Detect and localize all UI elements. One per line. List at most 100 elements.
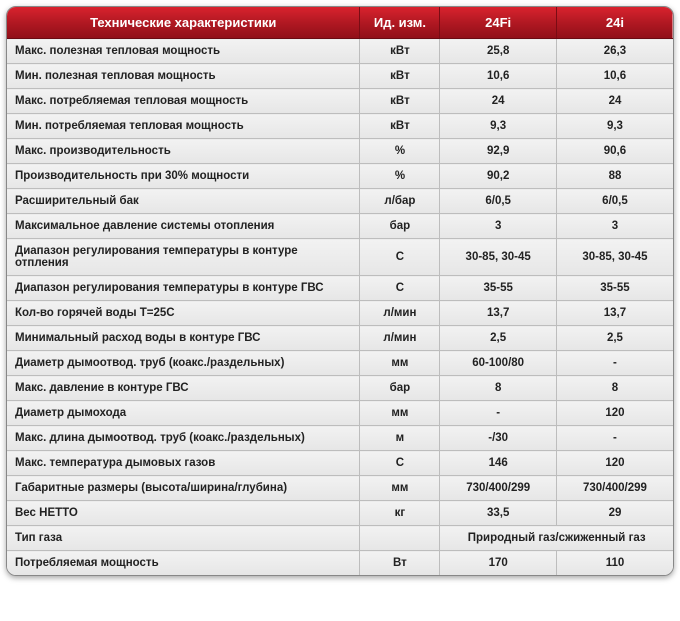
cell-param: Макс. производительность: [7, 139, 360, 164]
cell-value-1: 33,5: [440, 501, 557, 526]
cell-param: Производительность при 30% мощности: [7, 164, 360, 189]
cell-value-2: 6/0,5: [556, 189, 673, 214]
cell-unit: кг: [360, 501, 440, 526]
cell-param: Вес НЕТТО: [7, 501, 360, 526]
cell-value-2: -: [556, 426, 673, 451]
table-row: Диаметр дымоходамм-120: [7, 401, 673, 426]
cell-value-1: 30-85, 30-45: [440, 239, 557, 276]
cell-unit: м: [360, 426, 440, 451]
cell-value-2: 110: [556, 551, 673, 576]
table-row: Макс. потребляемая тепловая мощностькВт2…: [7, 89, 673, 114]
cell-value-2: 90,6: [556, 139, 673, 164]
cell-value-1: 6/0,5: [440, 189, 557, 214]
cell-value-1: 9,3: [440, 114, 557, 139]
cell-value-2: 3: [556, 214, 673, 239]
table-row: Максимальное давление системы отопленияб…: [7, 214, 673, 239]
cell-param: Диапазон регулирования температуры в кон…: [7, 239, 360, 276]
cell-value-1: 90,2: [440, 164, 557, 189]
cell-param: Расширительный бак: [7, 189, 360, 214]
header-unit: Ид. изм.: [360, 7, 440, 39]
cell-value-2: 10,6: [556, 64, 673, 89]
cell-value-2: 26,3: [556, 39, 673, 64]
cell-value-1: 10,6: [440, 64, 557, 89]
cell-value-2: -: [556, 351, 673, 376]
cell-value-1: 25,8: [440, 39, 557, 64]
cell-value-1: -: [440, 401, 557, 426]
cell-value-1: 8: [440, 376, 557, 401]
cell-unit: %: [360, 139, 440, 164]
cell-unit: мм: [360, 351, 440, 376]
table-row: Диапазон регулирования температуры в кон…: [7, 239, 673, 276]
cell-param: Тип газа: [7, 526, 360, 551]
table-row: Диаметр дымоотвод. труб (коакс./раздельн…: [7, 351, 673, 376]
cell-unit: Вт: [360, 551, 440, 576]
table-row: Вес НЕТТОкг33,529: [7, 501, 673, 526]
cell-unit: кВт: [360, 64, 440, 89]
cell-value-1: 170: [440, 551, 557, 576]
cell-param: Потребляемая мощность: [7, 551, 360, 576]
cell-value-1: 146: [440, 451, 557, 476]
cell-unit: л/мин: [360, 326, 440, 351]
table-row: Макс. температура дымовых газовС146120: [7, 451, 673, 476]
spec-table-container: Технические характеристики Ид. изм. 24Fi…: [6, 6, 674, 576]
cell-unit: %: [360, 164, 440, 189]
spec-table-body: Макс. полезная тепловая мощностькВт25,82…: [7, 39, 673, 576]
cell-unit: [360, 526, 440, 551]
cell-value-1: 60-100/80: [440, 351, 557, 376]
cell-value-2: 30-85, 30-45: [556, 239, 673, 276]
table-row: Потребляемая мощностьВт170110: [7, 551, 673, 576]
cell-unit: бар: [360, 214, 440, 239]
header-param: Технические характеристики: [7, 7, 360, 39]
cell-unit: кВт: [360, 89, 440, 114]
header-model-1: 24Fi: [440, 7, 557, 39]
cell-param: Максимальное давление системы отопления: [7, 214, 360, 239]
table-row: Диапазон регулирования температуры в кон…: [7, 276, 673, 301]
spec-table: Технические характеристики Ид. изм. 24Fi…: [7, 7, 673, 575]
cell-unit: кВт: [360, 39, 440, 64]
table-row: Макс. давление в контуре ГВСбар88: [7, 376, 673, 401]
cell-value-2: 35-55: [556, 276, 673, 301]
header-model-2: 24i: [556, 7, 673, 39]
cell-unit: мм: [360, 476, 440, 501]
cell-value-1: 35-55: [440, 276, 557, 301]
table-row: Минимальный расход воды в контуре ГВСл/м…: [7, 326, 673, 351]
cell-merged-value: Природный газ/сжиженный газ: [440, 526, 673, 551]
table-row: Расширительный бакл/бар6/0,56/0,5: [7, 189, 673, 214]
cell-param: Диапазон регулирования температуры в кон…: [7, 276, 360, 301]
table-row: Кол-во горячей воды Т=25Сл/мин13,713,7: [7, 301, 673, 326]
cell-value-1: 13,7: [440, 301, 557, 326]
cell-unit: л/мин: [360, 301, 440, 326]
cell-unit: С: [360, 276, 440, 301]
cell-value-1: -/30: [440, 426, 557, 451]
table-row: Мин. полезная тепловая мощностькВт10,610…: [7, 64, 673, 89]
cell-value-2: 120: [556, 401, 673, 426]
cell-value-2: 88: [556, 164, 673, 189]
table-row: Мин. потребляемая тепловая мощностькВт9,…: [7, 114, 673, 139]
cell-param: Макс. полезная тепловая мощность: [7, 39, 360, 64]
cell-value-1: 92,9: [440, 139, 557, 164]
header-row: Технические характеристики Ид. изм. 24Fi…: [7, 7, 673, 39]
cell-value-2: 29: [556, 501, 673, 526]
cell-value-1: 24: [440, 89, 557, 114]
cell-param: Макс. потребляемая тепловая мощность: [7, 89, 360, 114]
cell-value-1: 3: [440, 214, 557, 239]
table-row: Макс. длина дымоотвод. труб (коакс./разд…: [7, 426, 673, 451]
cell-unit: л/бар: [360, 189, 440, 214]
cell-value-2: 2,5: [556, 326, 673, 351]
cell-value-1: 2,5: [440, 326, 557, 351]
cell-param: Макс. давление в контуре ГВС: [7, 376, 360, 401]
cell-param: Диаметр дымохода: [7, 401, 360, 426]
cell-unit: С: [360, 451, 440, 476]
cell-param: Габаритные размеры (высота/ширина/глубин…: [7, 476, 360, 501]
cell-param: Кол-во горячей воды Т=25С: [7, 301, 360, 326]
cell-param: Мин. потребляемая тепловая мощность: [7, 114, 360, 139]
cell-value-2: 13,7: [556, 301, 673, 326]
cell-unit: мм: [360, 401, 440, 426]
table-row: Тип газа Природный газ/сжиженный газ: [7, 526, 673, 551]
cell-param: Мин. полезная тепловая мощность: [7, 64, 360, 89]
cell-value-2: 9,3: [556, 114, 673, 139]
cell-value-2: 120: [556, 451, 673, 476]
cell-value-2: 24: [556, 89, 673, 114]
cell-param: Макс. температура дымовых газов: [7, 451, 360, 476]
cell-unit: кВт: [360, 114, 440, 139]
